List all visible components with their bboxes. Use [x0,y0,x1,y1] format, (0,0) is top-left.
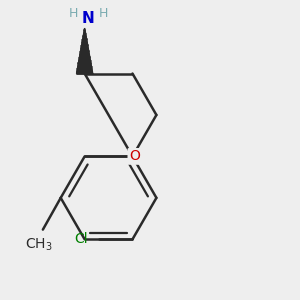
Text: CH$_3$: CH$_3$ [26,237,53,253]
Text: H: H [69,7,78,20]
Text: N: N [82,11,95,26]
Polygon shape [76,28,93,74]
Text: O: O [129,149,140,164]
Text: Cl: Cl [74,232,88,246]
Text: H: H [98,7,108,20]
